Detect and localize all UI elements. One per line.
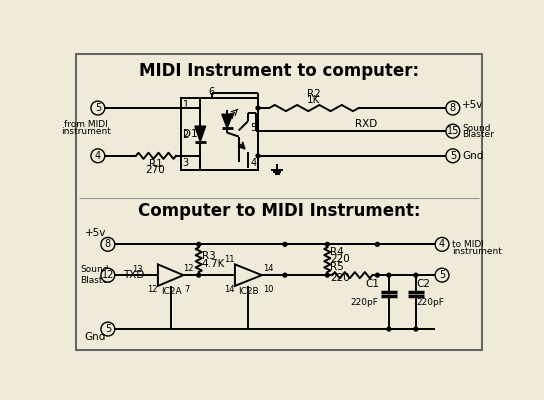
Circle shape xyxy=(283,273,287,277)
Text: instrument: instrument xyxy=(452,247,502,256)
Text: 5: 5 xyxy=(450,151,456,161)
Circle shape xyxy=(446,124,460,138)
Text: 14: 14 xyxy=(224,285,234,294)
Circle shape xyxy=(91,101,105,115)
Circle shape xyxy=(435,238,449,251)
Circle shape xyxy=(91,149,105,163)
Circle shape xyxy=(446,101,460,115)
Circle shape xyxy=(446,149,460,163)
Text: 1: 1 xyxy=(183,100,189,110)
Text: from MIDI: from MIDI xyxy=(64,120,108,129)
Circle shape xyxy=(197,273,201,277)
Circle shape xyxy=(325,273,329,277)
Circle shape xyxy=(256,154,260,158)
Text: 1K: 1K xyxy=(307,95,320,105)
Text: R1: R1 xyxy=(149,159,163,169)
Text: 270: 270 xyxy=(146,165,165,175)
Text: 10: 10 xyxy=(263,285,273,294)
Text: C1: C1 xyxy=(366,279,380,289)
Circle shape xyxy=(375,273,379,277)
Text: D1: D1 xyxy=(183,129,197,139)
Text: to MIDI: to MIDI xyxy=(452,240,484,249)
Text: 2: 2 xyxy=(183,130,189,140)
Text: 4: 4 xyxy=(250,158,256,168)
Text: IC2B: IC2B xyxy=(238,288,258,296)
Text: RXD: RXD xyxy=(355,119,377,129)
Text: Gnd: Gnd xyxy=(462,151,484,161)
Text: 220pF: 220pF xyxy=(417,298,444,307)
Text: 4: 4 xyxy=(95,151,101,161)
Circle shape xyxy=(101,268,115,282)
Text: R5: R5 xyxy=(330,262,344,272)
Text: TXD: TXD xyxy=(123,270,145,280)
Circle shape xyxy=(435,268,449,282)
Circle shape xyxy=(256,106,260,110)
Text: R2: R2 xyxy=(307,89,321,99)
Text: 8: 8 xyxy=(105,239,111,249)
Circle shape xyxy=(414,273,418,277)
Text: Gnd: Gnd xyxy=(85,332,106,342)
Text: 5: 5 xyxy=(105,324,111,334)
Circle shape xyxy=(387,273,391,277)
Text: 12: 12 xyxy=(147,285,157,294)
Polygon shape xyxy=(195,126,206,142)
Text: 220: 220 xyxy=(330,254,350,264)
Circle shape xyxy=(414,327,418,331)
Text: 220pF: 220pF xyxy=(350,298,378,307)
Text: 13: 13 xyxy=(132,265,143,274)
Text: 12: 12 xyxy=(102,270,114,280)
Text: R4: R4 xyxy=(330,248,344,258)
Bar xyxy=(181,98,258,170)
Text: 5: 5 xyxy=(250,123,256,133)
Text: 4.7K: 4.7K xyxy=(202,258,225,269)
Text: 12: 12 xyxy=(183,264,194,273)
Text: 5: 5 xyxy=(95,103,101,113)
Text: 7: 7 xyxy=(184,285,189,294)
Text: 6: 6 xyxy=(209,87,215,97)
Text: C2: C2 xyxy=(417,279,431,289)
Text: 4: 4 xyxy=(439,239,445,249)
Text: 8: 8 xyxy=(450,103,456,113)
Text: Blaster: Blaster xyxy=(462,130,494,139)
Text: 5: 5 xyxy=(439,270,445,280)
Circle shape xyxy=(283,242,287,246)
Text: +5v: +5v xyxy=(85,228,106,238)
Polygon shape xyxy=(222,114,233,128)
Text: instrument: instrument xyxy=(61,126,111,136)
Text: 220: 220 xyxy=(330,273,350,283)
Circle shape xyxy=(375,242,379,246)
Text: +5v: +5v xyxy=(462,100,484,110)
Text: IC2A: IC2A xyxy=(161,288,182,296)
Circle shape xyxy=(387,327,391,331)
Text: 3: 3 xyxy=(183,158,189,168)
Text: R3: R3 xyxy=(202,251,215,261)
Text: MIDI Instrument to computer:: MIDI Instrument to computer: xyxy=(139,62,419,80)
Text: 11: 11 xyxy=(224,254,234,264)
Circle shape xyxy=(325,242,329,246)
Circle shape xyxy=(101,322,115,336)
Circle shape xyxy=(197,242,201,246)
Text: 14: 14 xyxy=(263,264,273,273)
Circle shape xyxy=(101,238,115,251)
Text: 15: 15 xyxy=(447,126,459,136)
Text: Computer to MIDI Instrument:: Computer to MIDI Instrument: xyxy=(138,202,420,220)
Text: Sound: Sound xyxy=(462,124,491,132)
Text: Sound
Blaster: Sound Blaster xyxy=(80,266,112,285)
